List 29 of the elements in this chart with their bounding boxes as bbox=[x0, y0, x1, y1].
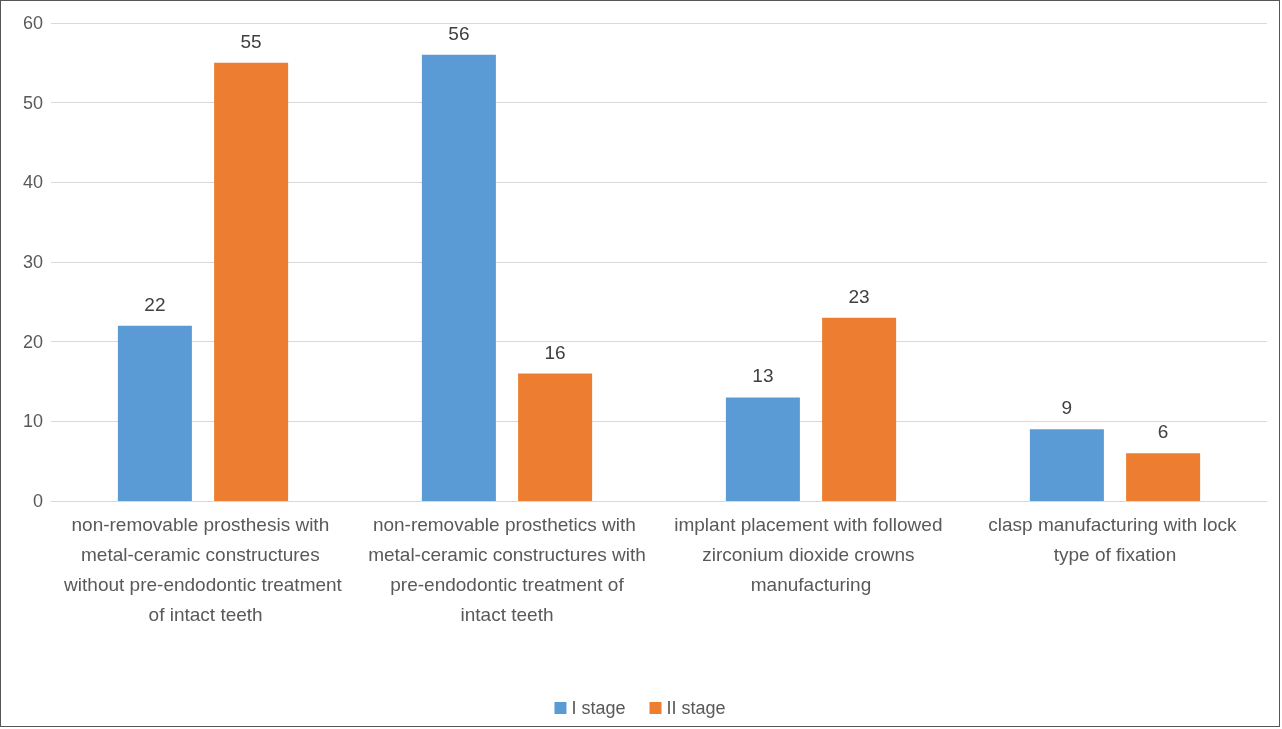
bar bbox=[518, 373, 593, 501]
x-tick-label: implant placement with followed zirconium dioxide crowns manufacturing bbox=[674, 513, 948, 595]
y-tick-label: 50 bbox=[22, 92, 43, 113]
y-tick-label: 20 bbox=[22, 331, 43, 352]
bar bbox=[822, 317, 897, 501]
bar bbox=[725, 397, 800, 501]
data-label: 13 bbox=[752, 365, 774, 387]
x-tick-label: non-removable prosthetics with metal-ceramic constructures with pre-endodontic treatment of intact teeth bbox=[368, 513, 646, 625]
y-tick-label: 0 bbox=[32, 491, 43, 511]
bar bbox=[1029, 429, 1104, 501]
data-label: 16 bbox=[544, 341, 566, 363]
legend-label: I stage bbox=[571, 698, 626, 718]
data-label: 9 bbox=[1061, 397, 1073, 419]
y-tick-label: 60 bbox=[22, 13, 43, 33]
data-label: 23 bbox=[848, 285, 870, 307]
data-label: 22 bbox=[144, 293, 166, 315]
y-tick-label: 30 bbox=[22, 252, 43, 272]
bar bbox=[214, 62, 289, 501]
x-tick-label: non-removable prosthesis with metal-ceramic constructures without pre-endodontic treatment of intact teeth bbox=[63, 513, 343, 625]
data-label: 55 bbox=[240, 30, 262, 52]
bar bbox=[117, 325, 192, 501]
data-label: 6 bbox=[1157, 421, 1169, 443]
y-tick-label: 40 bbox=[22, 172, 43, 193]
bar bbox=[1126, 453, 1201, 501]
data-label: 56 bbox=[448, 22, 470, 44]
y-tick-label: 10 bbox=[22, 411, 43, 432]
legend-label: II stage bbox=[666, 698, 726, 718]
x-tick-label: clasp manufacturing with lock type of fixation bbox=[988, 513, 1242, 565]
bar bbox=[421, 54, 496, 501]
